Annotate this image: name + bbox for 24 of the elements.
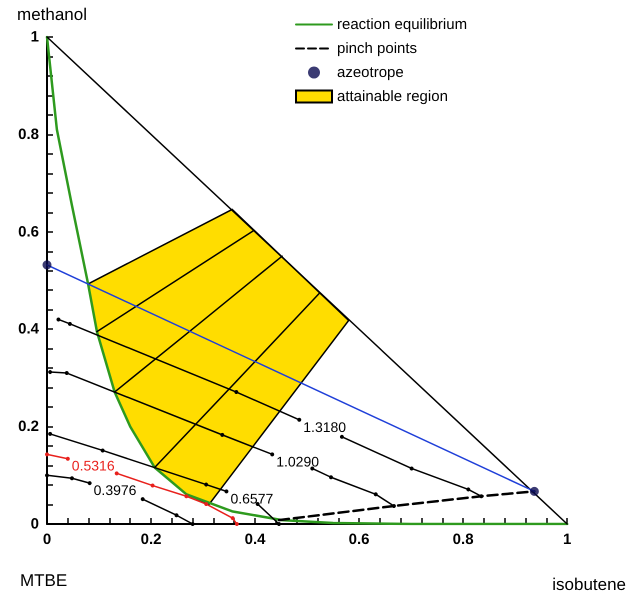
annotation: 0.3976 [94, 482, 137, 498]
y-tick-label: 0.4 [18, 320, 40, 338]
annotation: 1.0290 [276, 453, 320, 470]
y-tick-label: 0.8 [18, 126, 39, 143]
y-tick-label: 0.2 [18, 418, 39, 436]
y-tick-label: 0.6 [18, 223, 39, 240]
y-tick-label: 1 [30, 28, 39, 46]
x-tick-label: 0.2 [140, 531, 162, 548]
annotation: 0.6577 [230, 490, 274, 506]
x-tick-label: 0.8 [452, 531, 474, 548]
x-tick-label: 0.6 [348, 531, 370, 548]
annotation: 1.3180 [303, 418, 346, 435]
legend-label: pinch points [337, 40, 418, 57]
y-tick-label: 0 [30, 516, 39, 532]
legend-label: attainable region [337, 88, 448, 105]
annotation: 0.5316 [72, 458, 115, 474]
x-tick-label: 0.4 [244, 531, 266, 548]
text: MTBE [20, 571, 68, 590]
legend-label: reaction equilibrium [337, 16, 468, 33]
x-tick-label: 0 [42, 531, 52, 548]
x-axis-title: isobutene [552, 575, 626, 593]
x-tick-label: 1 [562, 531, 572, 548]
y-axis-title: methanol [17, 5, 87, 24]
legend-label: azeotrope [337, 64, 404, 81]
